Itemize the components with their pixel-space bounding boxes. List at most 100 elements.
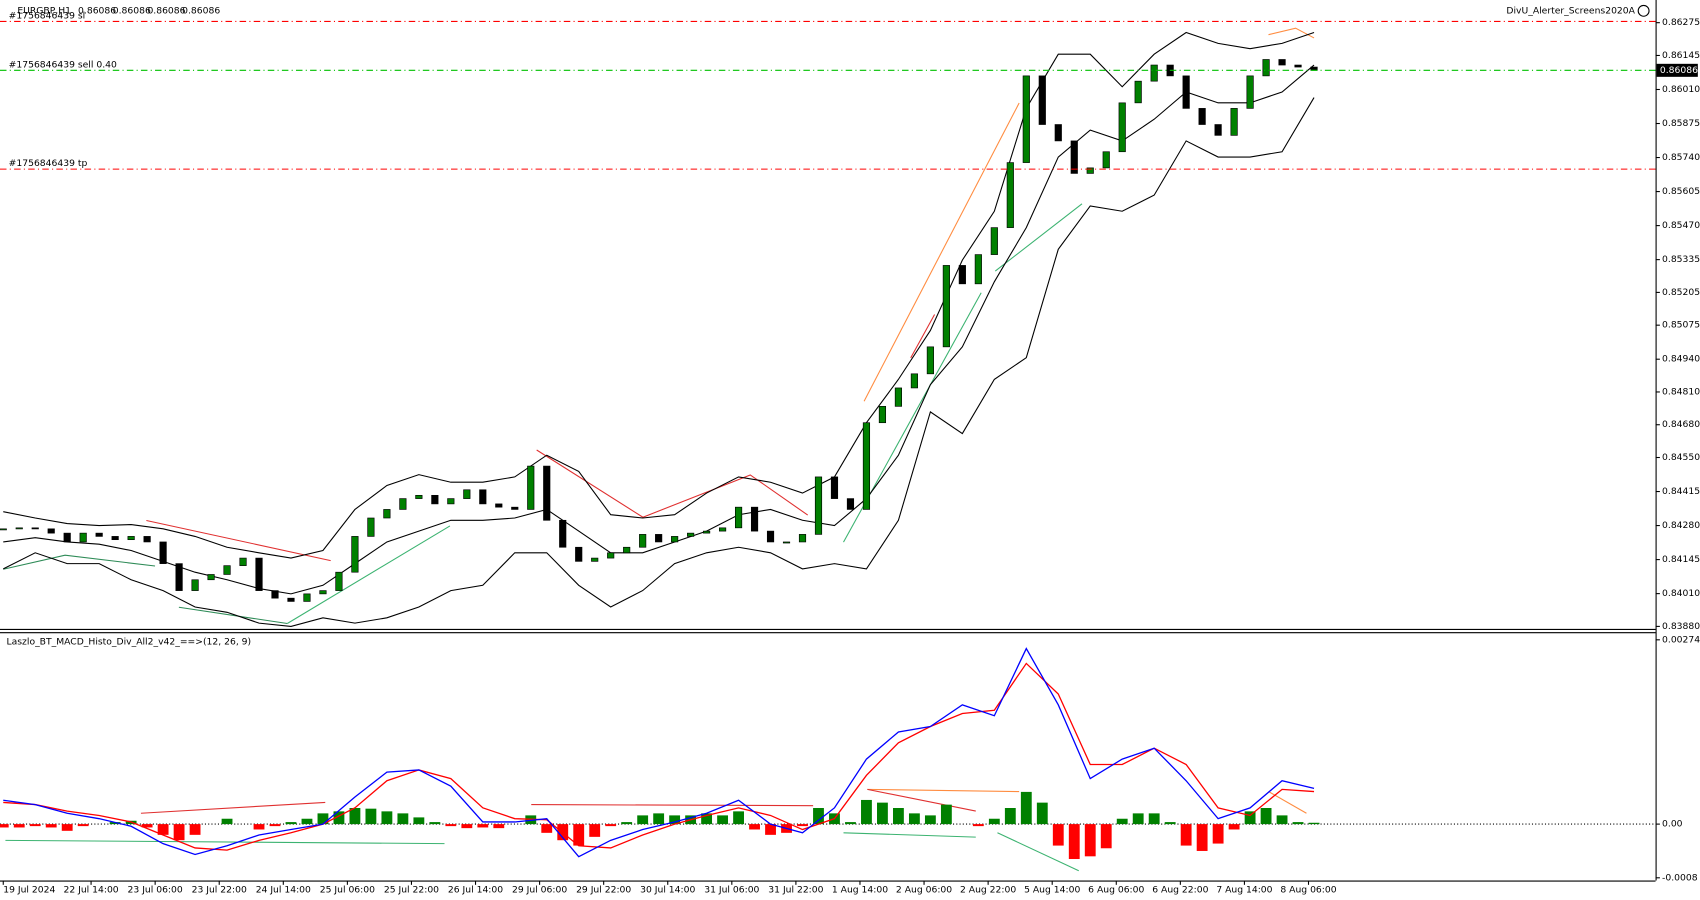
candle: [31, 527, 39, 530]
histogram-bar: [317, 813, 329, 825]
divergence-line: [994, 203, 1083, 272]
candle: [1022, 75, 1030, 163]
candle: [447, 498, 455, 505]
y-tick-label: 0.85335: [1662, 254, 1700, 265]
candle: [1134, 80, 1142, 104]
histogram-bar: [1068, 824, 1080, 860]
histogram-bar: [269, 824, 281, 827]
histogram-bar: [765, 824, 776, 835]
divergence-line: [536, 449, 809, 518]
candle: [1054, 124, 1062, 142]
candle: [830, 476, 839, 499]
candle: [175, 563, 183, 591]
candle: [95, 532, 103, 537]
y-tick-label: 0.83880: [1662, 621, 1700, 632]
histogram-bar: [1036, 802, 1048, 825]
candle: [0, 528, 7, 531]
y-tick-label: 0.00: [1662, 819, 1683, 830]
candle: [1086, 167, 1094, 174]
candle: [303, 593, 311, 602]
divergence-line: [867, 788, 976, 812]
candle: [207, 574, 215, 581]
histogram-bar: [940, 804, 952, 825]
candle: [655, 534, 663, 543]
ohlc-value: 0.86086: [113, 5, 151, 16]
candle: [926, 346, 934, 375]
histogram-bar: [621, 822, 633, 825]
histogram-bar: [749, 824, 760, 830]
histogram-bar: [813, 808, 824, 825]
histogram-bar: [845, 822, 856, 825]
y-tick-label: 0.84010: [1662, 588, 1700, 599]
histogram-bar: [1212, 824, 1224, 844]
histogram-bar: [461, 824, 473, 829]
divergence-lines: [3, 27, 1315, 872]
candle: [559, 519, 567, 548]
histogram-bar: [908, 813, 920, 825]
candle: [974, 254, 982, 285]
histogram-bar: [589, 824, 601, 837]
candle: [495, 503, 503, 508]
histogram-bar: [61, 824, 73, 831]
candle: [766, 530, 775, 543]
x-tick-label: 1 Aug 14:00: [832, 885, 888, 896]
candle: [1150, 64, 1158, 82]
ohlc-value: 0.86086: [147, 5, 185, 16]
histogram-bar: [877, 802, 888, 825]
candle: [1182, 75, 1190, 109]
candle: [239, 557, 247, 566]
histogram-bar: [301, 818, 313, 825]
candle: [607, 552, 615, 559]
x-tick-label: 22 Jul 14:00: [63, 885, 118, 896]
x-tick-label: 7 Aug 14:00: [1216, 885, 1272, 896]
x-tick-label: 23 Jul 06:00: [128, 885, 183, 896]
histogram-bar: [493, 824, 505, 829]
macd-line: [3, 647, 1315, 858]
candle: [271, 590, 279, 599]
candle: [798, 534, 807, 543]
histogram-bar: [45, 824, 57, 828]
candle: [287, 597, 295, 602]
candle: [1246, 75, 1254, 109]
y-tick-label: 0.002746: [1662, 634, 1700, 645]
histogram-bar: [477, 824, 489, 828]
divergence-line: [863, 102, 1020, 402]
candle: [990, 227, 998, 255]
x-tick-label: 19 Jul 2024: [3, 885, 55, 896]
histogram-bar: [892, 808, 904, 825]
histogram-bar: [637, 815, 649, 825]
candle: [1118, 102, 1126, 153]
x-tick-label: 5 Aug 14:00: [1024, 885, 1080, 896]
candle: [591, 557, 599, 562]
x-tick-label: 25 Jul 22:00: [384, 885, 439, 896]
histogram-bar: [173, 824, 185, 841]
ohlc-value: 0.86086: [182, 5, 220, 16]
histogram-bar: [1004, 808, 1016, 825]
histogram-bar: [13, 824, 25, 828]
y-tick-label: 0.84145: [1662, 554, 1700, 565]
histogram-bar: [77, 824, 89, 827]
histogram-bar: [429, 822, 441, 825]
x-tick-label: 29 Jul 06:00: [512, 885, 567, 896]
y-tick-label: 0.84940: [1662, 354, 1700, 365]
candle: [1278, 59, 1286, 66]
candle: [1198, 108, 1206, 125]
candle: [127, 536, 135, 541]
bollinger-band: [3, 64, 1315, 595]
histogram-bar: [988, 818, 1000, 825]
x-tick-label: 24 Jul 14:00: [256, 885, 311, 896]
y-tick-label: 0.85075: [1662, 320, 1700, 331]
candle: [479, 489, 487, 505]
candle: [463, 489, 471, 499]
candle: [862, 422, 871, 510]
histogram-bar: [1100, 824, 1112, 849]
candle: [1230, 108, 1238, 136]
histogram-bar: [365, 808, 377, 825]
y-tick-label: 0.84415: [1662, 486, 1700, 497]
x-tick-label: 25 Jul 06:00: [320, 885, 375, 896]
histogram-bar: [189, 824, 201, 835]
histogram-bar: [541, 824, 553, 833]
histogram-bar: [733, 811, 744, 825]
divergence-line: [531, 804, 814, 807]
y-tick-label: 0.84680: [1662, 419, 1700, 430]
